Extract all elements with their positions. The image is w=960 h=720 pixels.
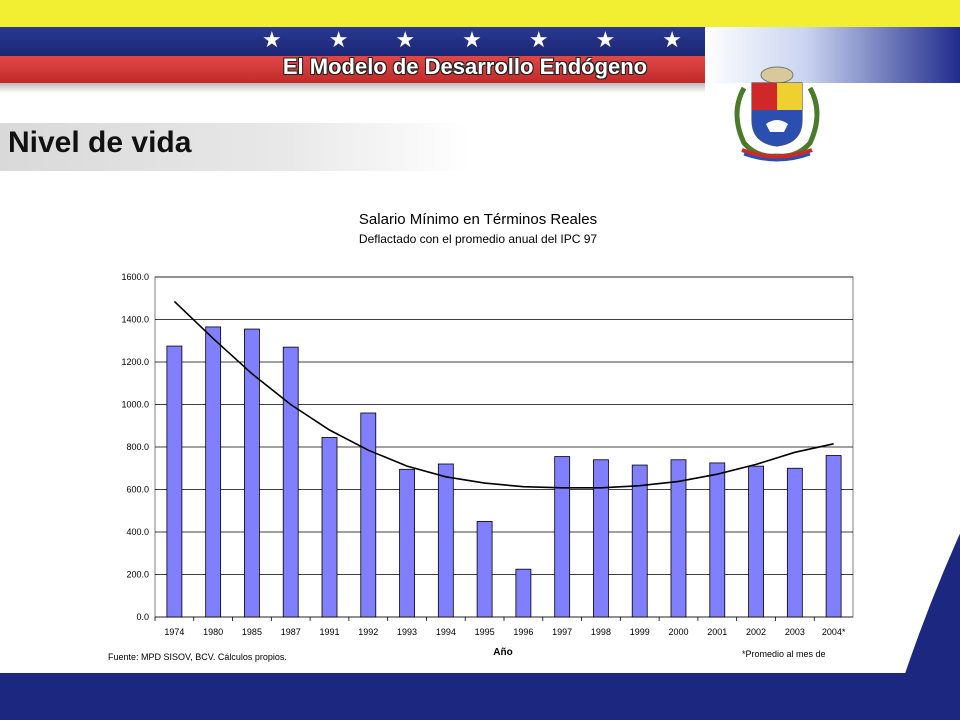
x-tick-label: 1995	[475, 627, 495, 637]
bar	[205, 326, 222, 618]
star-icon: ★	[595, 28, 616, 53]
y-tick-label: 1400.0	[121, 315, 149, 325]
x-tick-label: 2002	[746, 627, 766, 637]
footer-bar	[0, 673, 960, 720]
y-tick-label: 1200.0	[121, 357, 149, 367]
bar	[631, 464, 648, 618]
header-yellow-band	[0, 0, 960, 27]
y-tick-label: 200.0	[126, 570, 149, 580]
y-tick-label: 0.0	[136, 612, 149, 622]
chart-title: Salario Mínimo en Términos Reales	[359, 211, 597, 228]
y-tick-label: 400.0	[126, 527, 149, 537]
y-axis: 0.0 200.0 400.0 600.0 800.0 1000.0 1200.0 1400.…	[121, 272, 149, 622]
header-red-band	[0, 56, 705, 83]
bar	[282, 346, 299, 618]
bar	[399, 468, 415, 618]
bar	[709, 462, 726, 618]
x-tick-label: 2000	[668, 627, 688, 637]
header-shadow	[0, 83, 705, 93]
header-title: El Modelo de Desarrollo Endógeno	[282, 54, 648, 79]
x-tick-label: 1997	[552, 627, 572, 637]
stars-row: ★ ★ ★ ★ ★ ★ ★	[262, 28, 682, 54]
bar	[748, 465, 764, 618]
bar	[593, 459, 609, 618]
x-tick-label: 1992	[358, 627, 378, 637]
source-note: Fuente: MPD SISOV, BCV. Cálculos propios…	[108, 652, 287, 662]
bar	[244, 328, 260, 618]
bar	[321, 437, 338, 618]
star-icon: ★	[528, 28, 549, 53]
x-tick-label: 1994	[436, 627, 456, 637]
bar	[360, 412, 377, 618]
x-tick-label: 1980	[203, 627, 223, 637]
star-icon: ★	[328, 28, 349, 53]
y-tick-label: 1000.0	[121, 400, 149, 410]
x-axis: 1974 1980 1985 1987 1991 1992 1993 1994 1995 1996…	[154, 617, 846, 637]
chart-subtitle: Deflactado con el promedio anual del IPC…	[359, 232, 597, 246]
x-tick-label: 2003	[785, 627, 805, 637]
bar	[476, 520, 493, 618]
y-tick-label: 600.0	[126, 485, 149, 495]
coat-of-arms-icon	[734, 66, 820, 162]
y-tick-label: 1600.0	[121, 272, 149, 282]
x-tick-label: 1991	[319, 627, 339, 637]
x-tick-label: 1998	[591, 627, 611, 637]
page-title: Nivel de vida	[8, 126, 192, 159]
chart: Salario Mínimo en Términos Reales Deflac…	[108, 211, 854, 662]
star-icon: ★	[395, 28, 416, 53]
x-tick-label: 2004*	[822, 627, 846, 637]
x-tick-label: 1987	[281, 627, 301, 637]
x-tick-label: 1974	[164, 627, 184, 637]
footnote: *Promedio al mes de	[742, 649, 826, 659]
x-tick-label: 1996	[513, 627, 533, 637]
bar	[786, 467, 803, 618]
x-tick-label: 1993	[397, 627, 417, 637]
star-icon: ★	[262, 28, 282, 53]
star-icon: ★	[462, 28, 482, 53]
bar	[166, 345, 183, 618]
bar	[515, 568, 532, 618]
x-axis-label: Año	[493, 647, 512, 658]
star-icon: ★	[662, 28, 682, 53]
x-tick-label: 1985	[242, 627, 262, 637]
bar	[437, 463, 454, 618]
bar	[825, 455, 842, 618]
x-tick-label: 1999	[630, 627, 650, 637]
header-blue-band	[0, 27, 705, 56]
header-gradient	[705, 27, 960, 83]
trendline	[173, 300, 834, 489]
x-tick-label: 2001	[707, 627, 727, 637]
section-bar	[0, 123, 470, 171]
bars	[166, 326, 842, 618]
y-tick-label: 800.0	[126, 442, 149, 452]
bar	[670, 459, 687, 618]
bar	[554, 456, 571, 618]
